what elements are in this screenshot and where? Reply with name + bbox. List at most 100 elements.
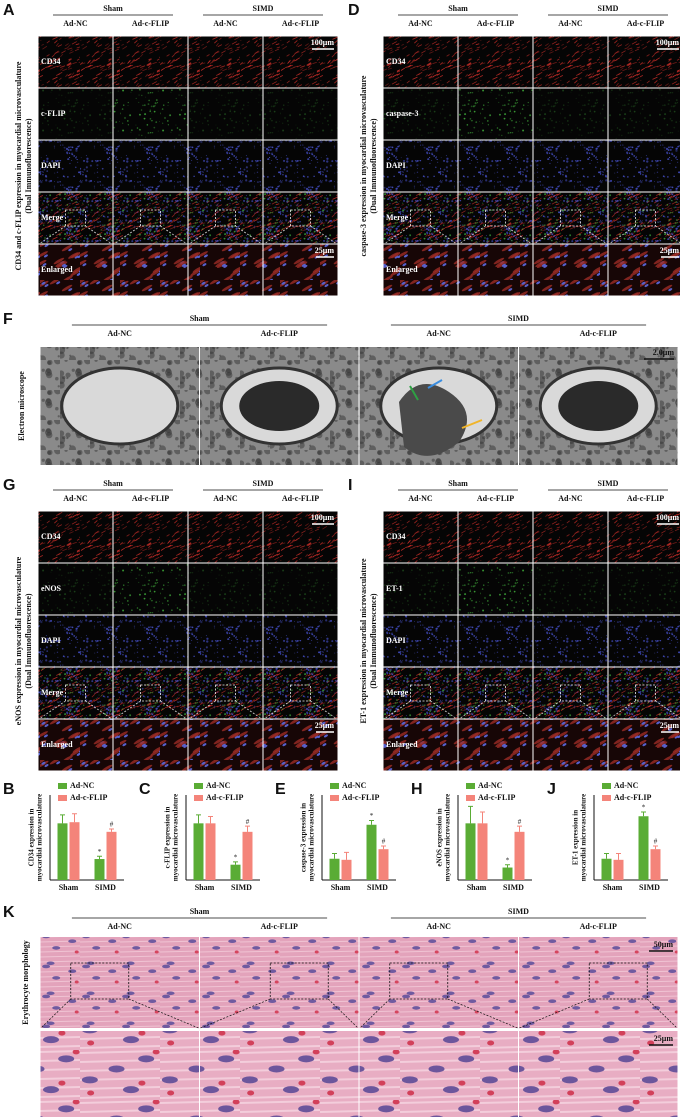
zoom-box bbox=[70, 962, 130, 1000]
error-bar bbox=[97, 855, 102, 860]
side-label: Electron microscope bbox=[17, 371, 26, 441]
side-label: (Dual Immunofluorescence) bbox=[24, 118, 33, 214]
image-signal bbox=[38, 192, 113, 244]
image-signal bbox=[383, 192, 458, 244]
he-image bbox=[359, 937, 518, 1028]
column-label: Ad-NC bbox=[558, 494, 583, 503]
image-signal bbox=[383, 88, 458, 140]
zoom-line bbox=[383, 700, 411, 720]
row-label: DAPI bbox=[41, 636, 61, 645]
group-label: SIMD bbox=[253, 479, 274, 488]
column-label: Ad-c-FLIP bbox=[261, 922, 298, 931]
bar bbox=[465, 823, 476, 880]
column-label: Ad-c-FLIP bbox=[261, 329, 298, 338]
row-label: DAPI bbox=[41, 161, 61, 170]
scale-bar-label: 2.0μm bbox=[653, 348, 675, 357]
column-label: Ad-c-FLIP bbox=[282, 494, 319, 503]
legend-label: Ad-c-FLIP bbox=[342, 793, 379, 802]
legend-swatch bbox=[466, 795, 475, 801]
image-signal bbox=[188, 563, 263, 615]
image-signal bbox=[188, 511, 263, 563]
image-signal bbox=[608, 511, 680, 563]
image-signal bbox=[608, 88, 680, 140]
zoom-line bbox=[655, 225, 680, 244]
image-signal bbox=[113, 719, 188, 771]
arrow bbox=[409, 385, 419, 401]
he-image bbox=[519, 937, 678, 1028]
group-label: Sham bbox=[448, 4, 468, 13]
image-signal bbox=[458, 719, 533, 771]
image-signal bbox=[458, 140, 533, 192]
x-tick-label: SIMD bbox=[503, 883, 524, 892]
bar bbox=[601, 858, 612, 880]
image-signal bbox=[263, 36, 338, 88]
row-label: Merge bbox=[386, 688, 409, 697]
row-label: Enlarged bbox=[41, 265, 73, 274]
legend-swatch bbox=[602, 795, 611, 801]
column-label: Ad-c-FLIP bbox=[132, 19, 169, 28]
x-tick-label: SIMD bbox=[231, 883, 252, 892]
zoom-box bbox=[215, 684, 236, 702]
image-signal bbox=[383, 667, 458, 719]
image-signal bbox=[533, 615, 608, 667]
image-signal bbox=[38, 719, 113, 771]
zoom-line bbox=[458, 700, 486, 720]
zoom-line bbox=[310, 225, 338, 245]
panel-letter: B bbox=[3, 781, 15, 798]
image-signal bbox=[608, 719, 680, 771]
image-signal bbox=[263, 88, 338, 140]
scale-bar-label: 25μm bbox=[660, 246, 680, 255]
zoom-line bbox=[188, 225, 216, 245]
image-signal bbox=[458, 88, 533, 140]
panel-letter: F bbox=[3, 311, 13, 328]
image-signal bbox=[458, 511, 533, 563]
zoom-line bbox=[533, 225, 561, 245]
column-label: Ad-NC bbox=[63, 494, 88, 503]
zoom-box bbox=[588, 962, 648, 1000]
image-signal bbox=[38, 615, 113, 667]
bar bbox=[94, 859, 105, 880]
image-signal bbox=[263, 192, 338, 244]
y-axis-label: CD34 expression in bbox=[28, 808, 36, 866]
scale-bar-label: 25μm bbox=[654, 1034, 674, 1043]
image-signal bbox=[263, 667, 338, 719]
row-label: DAPI bbox=[386, 636, 406, 645]
zoom-line bbox=[38, 700, 66, 720]
row-label: Enlarged bbox=[41, 740, 73, 749]
bar bbox=[230, 864, 241, 880]
image-signal bbox=[188, 615, 263, 667]
zoom-box bbox=[560, 209, 581, 227]
image-signal bbox=[38, 88, 113, 140]
row-label: c-FLIP bbox=[41, 109, 66, 118]
erythrocyte bbox=[558, 381, 639, 431]
image-signal bbox=[263, 563, 338, 615]
image-signal bbox=[533, 244, 608, 296]
legend-swatch bbox=[602, 783, 611, 789]
bar bbox=[329, 858, 340, 880]
group-label: Sham bbox=[103, 479, 123, 488]
y-axis-label: myocardial microvasculature bbox=[580, 794, 588, 881]
image-signal bbox=[383, 511, 458, 563]
zoom-line bbox=[580, 700, 608, 720]
arrow bbox=[461, 419, 483, 429]
column-label: Ad-c-FLIP bbox=[477, 19, 514, 28]
row-label: Enlarged bbox=[386, 740, 418, 749]
zoom-box bbox=[560, 684, 581, 702]
scale-bar-label: 100μm bbox=[656, 38, 680, 47]
significance-mark: # bbox=[246, 818, 250, 826]
error-bar bbox=[344, 851, 349, 860]
x-tick-label: Sham bbox=[467, 883, 487, 892]
significance-mark: * bbox=[370, 812, 374, 820]
row-label: DAPI bbox=[386, 161, 406, 170]
image-signal bbox=[533, 192, 608, 244]
error-bar bbox=[369, 820, 374, 825]
zoom-line bbox=[85, 225, 113, 245]
zoom-box bbox=[290, 209, 311, 227]
image-signal bbox=[458, 36, 533, 88]
column-label: Ad-c-FLIP bbox=[580, 922, 617, 931]
x-tick-label: SIMD bbox=[639, 883, 660, 892]
zoom-line bbox=[430, 700, 458, 720]
bar bbox=[341, 859, 352, 880]
zoom-line bbox=[263, 700, 291, 720]
legend-label: Ad-c-FLIP bbox=[70, 793, 107, 802]
